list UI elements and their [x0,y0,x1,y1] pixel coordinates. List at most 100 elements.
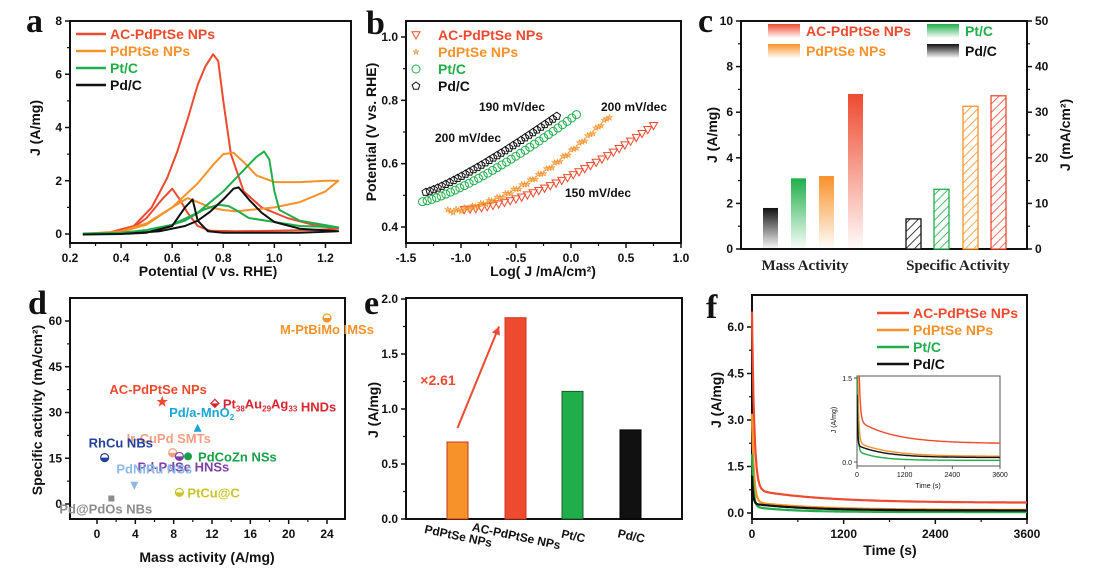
panel-b-point-ptc [455,183,465,193]
panel-c-mass-bar-pdptse [819,176,834,249]
panel-d-point-label: AC-PdPtSe NPs [109,382,207,397]
panel-b-point-pdc [520,133,530,142]
panel-b-x-tick-label: -1.5 [396,251,417,265]
panel-b-point-ptc [558,120,567,130]
panel-b-point-ac [637,129,647,139]
panel-b-point-ac [539,184,550,194]
panel-c: c J (A/mg) J (mA/cm²) Mass Activity Spec… [698,3,1073,274]
panel-b-point-pdc [552,111,562,120]
panel-b-point-pdc [548,114,558,123]
panel-a-legend-label: Pt/C [110,60,138,76]
panel-b-point-pdc [461,169,470,178]
panel-c-y-tick-label: 8 [726,60,733,74]
panel-b-point-pdptse [581,137,589,145]
panel-b-point-pdc [433,183,443,192]
panel-d-point-label: PdCoZn NSs [198,449,277,464]
panel-d-point-label: PtCu@C [187,485,240,500]
panel-d-y-tick-label: 15 [49,451,63,465]
panel-b-point-pdc [437,181,447,190]
panel-e-y-tick-label: 2.0 [381,292,398,306]
panel-c-y-right-tick-label: 40 [1035,60,1049,74]
panel-d-point-marker [175,492,184,497]
panel-e-arrow-line [456,326,500,429]
panel-b-point-ptc [525,142,535,152]
label-subscript: 2 [230,413,235,422]
panel-b-x-tick-label: 1.0 [673,251,690,265]
panel-d-y-tick-label: 45 [49,360,63,374]
inset-series-ptc [857,376,1000,461]
panel-b-point-pdptse [523,180,531,188]
panel-c-ylabel-right: J (mA/cm²) [1057,99,1073,171]
panel-b-point-pdc [457,171,466,180]
panel-b-legend-label: Pd/C [438,78,470,94]
panel-f-legend-label: Pd/C [913,356,945,372]
panel-b-point-ac [505,197,516,206]
panel-b-point-ac [614,145,624,154]
panel-b-x-tick-label: -0.5 [506,251,527,265]
panel-f-inset: 0 1200 2400 3600 0.0 1.5 Time (s) J (A/mg) [831,375,1008,490]
panel-d-point-label: Ir-CuPd SMTs [127,431,211,446]
panel-c-mass-bar-pdc [763,207,778,249]
panel-e-y-tick-label: 1.5 [381,347,398,361]
panel-b-y-tick-label: 0.8 [381,93,398,107]
panel-b-point-ac [648,121,659,131]
panel-d-x-tick-label: 24 [320,527,334,541]
panel-b-point-ptc [418,197,427,207]
panel-b-point-ac [562,174,573,183]
panel-d-point-marker [323,317,331,322]
panel-b-point-ac [511,195,521,205]
panel-b-point-pdc [524,130,534,139]
panel-c-legend-swatch [927,24,959,38]
panel-d-y-tick-label: 0 [55,497,62,511]
panel-d-ylabel: Specific activity (mA/cm²) [29,325,45,495]
panel-f-legend-label: Pt/C [913,339,941,355]
panel-b-x-tick-label: 0.5 [618,251,635,265]
panel-b-point-pdptse [499,193,507,201]
panel-b-point-pdptse [490,197,498,205]
panel-d-point-marker [193,423,202,432]
panel-c-y-tick-label: 4 [726,151,733,165]
panel-f-legend-label: PdPtSe NPs [913,322,993,338]
panel-b-point-pdc [528,127,538,137]
panel-b-point-ptc [474,173,483,183]
panel-b-point-pdptse [605,113,614,121]
panel-a: a Potential (V vs. RHE) J (A/mg) 0.2 0.4 0… [26,3,352,279]
panel-b-point-ptc [516,148,525,158]
panel-b-point-ptc [450,185,460,195]
panel-a-frame [69,20,352,244]
panel-f-x-tick-label: 3600 [1014,527,1041,541]
panel-a-series-pdc [82,186,340,236]
panel-b-point-ptc [432,193,441,203]
panel-a-legend-label: PdPtSe NPs [110,43,190,59]
panel-b-point-ac [516,193,527,203]
panel-b-point-pdptse [482,200,490,208]
panel-b-point-ptc [478,171,488,181]
panel-b-point-pdc [453,173,462,182]
panel-b-legend-marker [411,81,421,90]
inset-x-tick-label: 2400 [945,472,961,479]
panel-b-point-ac [597,155,607,165]
inset-y-tick-label: 0.0 [842,460,852,467]
panel-e-y-tick-label: 0.0 [381,512,398,526]
label-part: 33 [288,404,297,413]
panel-d-point-label: Pd@PdOs NBs [59,502,152,517]
panel-a-y-tick-label: 0 [55,227,62,241]
panel-b-point-pdc [465,167,474,176]
panel-b-point-ptc [488,165,497,175]
inset-xlabel: Time (s) [915,483,940,490]
panel-f: f Time (s) J (A/mg) 0 1200 2400 3600 0.0 1.5 3… [706,289,1041,558]
panel-f-legend-label: AC-PdPtSe NPs [913,305,1018,321]
panel-b-point-pdptse [540,169,548,177]
panel-c-y-right-tick-label: 10 [1035,196,1049,210]
panel-label-a: a [26,3,43,40]
panel-b-ylabel: Potential (V vs. RHE) [363,63,379,201]
panel-b-point-ac [551,179,561,189]
panel-d: d Mass activity (A/mg) Specific activity… [28,285,374,565]
panel-c-category-mass: Mass Activity [761,258,849,274]
panel-f-y-tick-label: 0.0 [727,506,744,520]
panel-b-point-ptc [460,181,469,191]
inset-ylabel: J (A/mg) [831,407,838,433]
panel-e-category-label: Pt/C [560,527,587,546]
